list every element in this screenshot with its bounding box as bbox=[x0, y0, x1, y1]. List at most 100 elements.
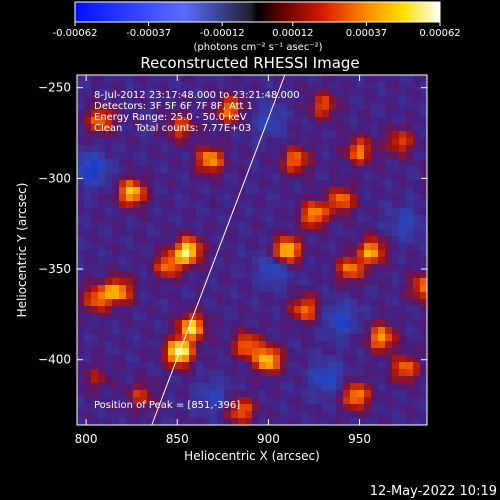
heatmap-cell bbox=[273, 320, 280, 327]
heatmap-cell bbox=[294, 131, 301, 138]
heatmap-cell bbox=[245, 103, 252, 110]
heatmap-cell bbox=[224, 124, 231, 131]
heatmap-cell bbox=[252, 320, 259, 327]
heatmap-cell bbox=[84, 264, 91, 271]
heatmap-cell bbox=[329, 145, 336, 152]
heatmap-cell bbox=[413, 257, 420, 264]
heatmap-cell bbox=[126, 166, 133, 173]
heatmap-cell bbox=[168, 313, 175, 320]
heatmap-cell bbox=[175, 355, 182, 362]
heatmap-cell bbox=[224, 285, 231, 292]
heatmap-cell bbox=[420, 89, 427, 96]
heatmap-cell bbox=[371, 383, 378, 390]
heatmap-cell bbox=[413, 222, 420, 229]
heatmap-cell bbox=[280, 397, 287, 404]
heatmap-cell bbox=[273, 390, 280, 397]
heatmap-cell bbox=[294, 208, 301, 215]
heatmap-cell bbox=[308, 306, 315, 313]
heatmap-cell bbox=[406, 110, 413, 117]
heatmap-cell bbox=[413, 369, 420, 376]
heatmap-cell bbox=[343, 180, 350, 187]
heatmap-cell bbox=[168, 292, 175, 299]
heatmap-cell bbox=[98, 75, 105, 82]
heatmap-cell bbox=[420, 124, 427, 131]
heatmap-cell bbox=[392, 138, 399, 145]
heatmap-cell bbox=[413, 264, 420, 271]
heatmap-cell bbox=[413, 285, 420, 292]
heatmap-cell bbox=[336, 341, 343, 348]
heatmap-cell bbox=[133, 299, 140, 306]
heatmap-cell bbox=[133, 348, 140, 355]
heatmap-cell bbox=[364, 131, 371, 138]
heatmap-cell bbox=[301, 355, 308, 362]
heatmap-cell bbox=[182, 369, 189, 376]
heatmap-cell bbox=[399, 89, 406, 96]
heatmap-cell bbox=[133, 89, 140, 96]
heatmap-cell bbox=[182, 418, 189, 425]
heatmap-cell bbox=[273, 376, 280, 383]
heatmap-cell bbox=[133, 362, 140, 369]
heatmap-cell bbox=[189, 103, 196, 110]
heatmap-cell bbox=[112, 208, 119, 215]
heatmap-cell bbox=[364, 208, 371, 215]
heatmap-cell bbox=[301, 383, 308, 390]
heatmap-cell bbox=[77, 327, 84, 334]
heatmap-cell bbox=[287, 348, 294, 355]
heatmap-cell bbox=[154, 117, 161, 124]
heatmap-cell bbox=[238, 159, 245, 166]
heatmap-cell bbox=[301, 152, 308, 159]
heatmap-cell bbox=[273, 348, 280, 355]
heatmap-cell bbox=[315, 187, 322, 194]
heatmap-cell bbox=[301, 110, 308, 117]
heatmap-cell bbox=[77, 390, 84, 397]
heatmap-cell bbox=[175, 383, 182, 390]
heatmap-cell bbox=[392, 320, 399, 327]
heatmap-cell bbox=[413, 362, 420, 369]
heatmap-cell bbox=[84, 208, 91, 215]
heatmap-cell bbox=[245, 404, 252, 411]
heatmap-cell bbox=[329, 306, 336, 313]
heatmap-cell bbox=[252, 187, 259, 194]
heatmap-cell bbox=[273, 96, 280, 103]
heatmap-cell bbox=[154, 278, 161, 285]
heatmap-cell bbox=[182, 75, 189, 82]
heatmap-cell bbox=[203, 124, 210, 131]
heatmap-cell bbox=[210, 110, 217, 117]
heatmap-cell bbox=[168, 89, 175, 96]
heatmap-cell bbox=[224, 152, 231, 159]
heatmap-cell bbox=[126, 411, 133, 418]
heatmap-cell bbox=[161, 96, 168, 103]
heatmap-cell bbox=[91, 82, 98, 89]
heatmap-cell bbox=[406, 383, 413, 390]
heatmap-cell bbox=[252, 159, 259, 166]
heatmap-cell bbox=[84, 236, 91, 243]
heatmap-cell bbox=[77, 376, 84, 383]
heatmap-cell bbox=[203, 117, 210, 124]
heatmap-cell bbox=[350, 376, 357, 383]
heatmap-cell bbox=[385, 131, 392, 138]
heatmap-cell bbox=[210, 145, 217, 152]
heatmap-cell bbox=[161, 103, 168, 110]
heatmap-cell bbox=[175, 215, 182, 222]
heatmap-cell bbox=[238, 117, 245, 124]
heatmap-cell bbox=[189, 327, 196, 334]
heatmap-cell bbox=[406, 264, 413, 271]
heatmap-cell bbox=[350, 145, 357, 152]
heatmap-cell bbox=[133, 257, 140, 264]
heatmap-cell bbox=[273, 145, 280, 152]
heatmap-cell bbox=[231, 306, 238, 313]
heatmap-cell bbox=[84, 418, 91, 425]
heatmap-cell bbox=[105, 110, 112, 117]
heatmap-cell bbox=[406, 180, 413, 187]
heatmap-cell bbox=[238, 82, 245, 89]
heatmap-cell bbox=[357, 257, 364, 264]
heatmap-cell bbox=[245, 187, 252, 194]
heatmap-cell bbox=[161, 390, 168, 397]
heatmap-cell bbox=[280, 103, 287, 110]
heatmap-cell bbox=[126, 110, 133, 117]
heatmap-cell bbox=[224, 236, 231, 243]
heatmap-cell bbox=[399, 110, 406, 117]
heatmap-cell bbox=[126, 75, 133, 82]
heatmap-cell bbox=[203, 362, 210, 369]
heatmap-cell bbox=[259, 411, 266, 418]
